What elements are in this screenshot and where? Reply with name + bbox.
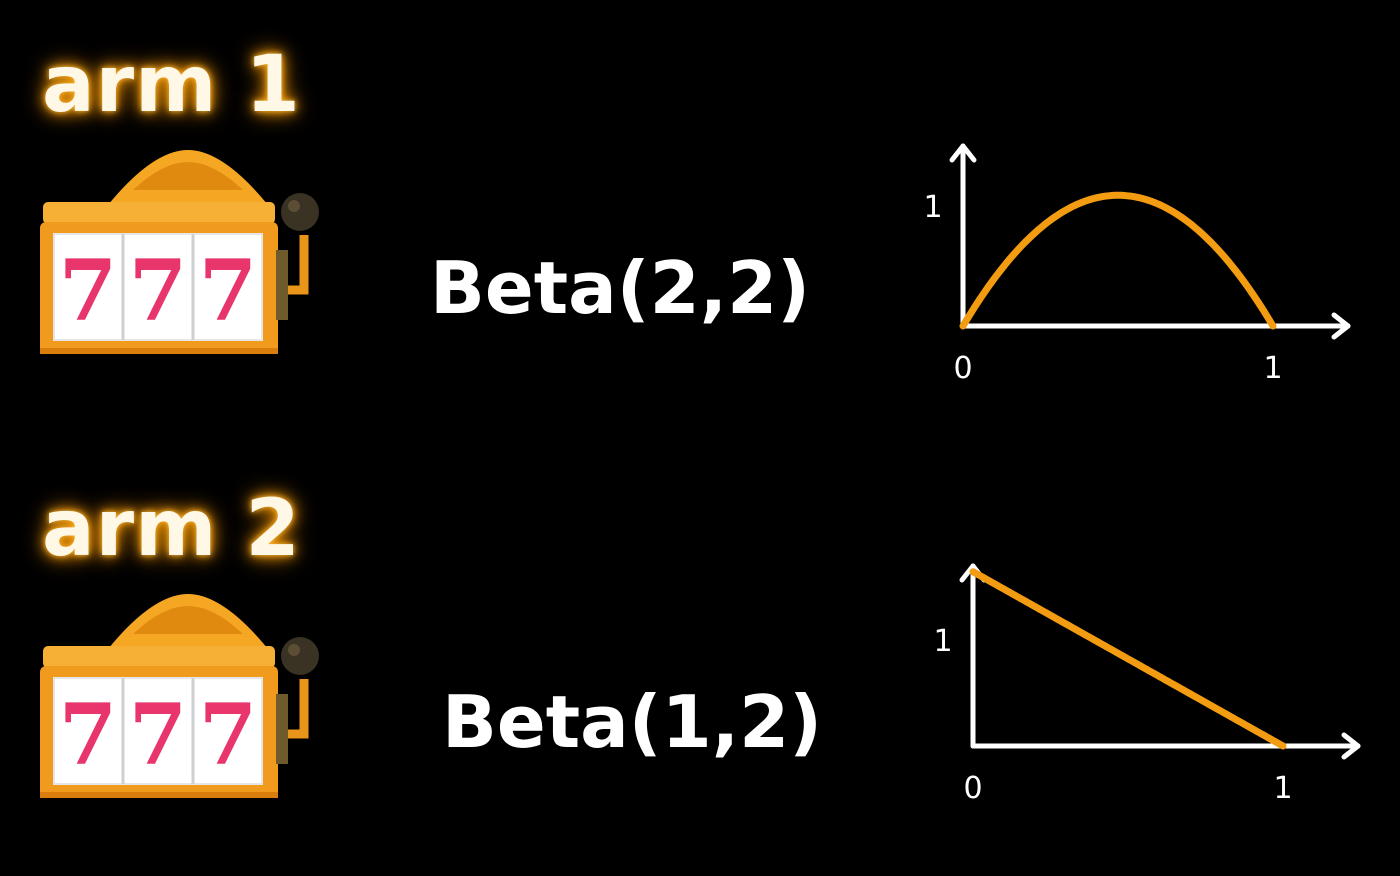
density-curve: [959, 191, 1277, 330]
x-tick-label: 1: [1273, 771, 1292, 806]
reel-digit: 7: [129, 685, 187, 784]
arm-1-label: arm 1: [42, 40, 301, 130]
reel-digit: 7: [199, 241, 257, 340]
y-tick-label: 1: [925, 190, 943, 225]
arm-1-distribution-label: Beta(2,2): [430, 246, 811, 330]
x-tick-label: 1: [1263, 351, 1282, 386]
slot-machine-2-icon: 7 7 7: [40, 594, 319, 798]
x-tick-label: 0: [963, 771, 982, 806]
reel-digit: 7: [129, 241, 187, 340]
slot-machine-1-icon: 7 7 7: [40, 150, 319, 354]
arm-1-density-plot: 0 1 1: [925, 143, 1351, 386]
reel-digit: 7: [199, 685, 257, 784]
arm-2-distribution-label: Beta(1,2): [442, 680, 823, 764]
x-axis-arrow: [1331, 312, 1351, 340]
arm-2-label: arm 2: [42, 484, 301, 574]
reel-digit: 7: [59, 241, 117, 340]
x-tick-label: 0: [953, 351, 972, 386]
arm-2-density-plot: 0 1 1: [935, 563, 1361, 806]
density-curve: [969, 568, 1287, 750]
reel-digit: 7: [59, 685, 117, 784]
y-tick-label: 1: [935, 624, 953, 659]
x-axis-arrow: [1341, 732, 1361, 760]
y-axis-arrow: [949, 143, 977, 163]
